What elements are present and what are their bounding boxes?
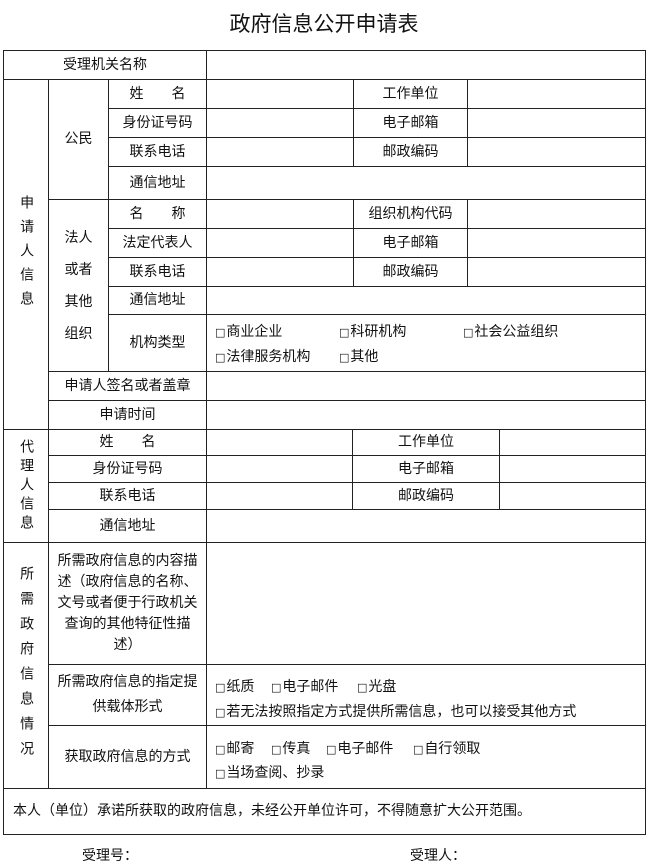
receipt-number-label: 受理号：: [82, 848, 138, 864]
agent-work-unit-input[interactable]: [499, 429, 646, 456]
org-email-label: 电子邮箱: [353, 228, 468, 258]
citizen-email-input[interactable]: [467, 108, 646, 138]
citizen-work-unit-label: 工作单位: [353, 79, 468, 109]
org-type-checkbox-research[interactable]: 科研机构: [339, 321, 406, 341]
org-code-input[interactable]: [467, 199, 646, 229]
carrier-label: 所需政府信息的指定提供载体形式: [48, 664, 207, 726]
agent-postcode-label: 邮政编码: [352, 482, 500, 510]
org-email-input[interactable]: [467, 228, 646, 258]
citizen-phone-label: 联系电话: [108, 137, 207, 167]
agent-id-label: 身份证号码: [48, 455, 207, 483]
form-title: 政府信息公开申请表: [229, 12, 419, 36]
agency-label: 受理机关名称: [3, 50, 207, 80]
desc-label: 所需政府信息的内容描述（政府信息的名称、文号或者便于行政机关查询的其他特征性描述…: [48, 542, 207, 665]
citizen-address-label: 通信地址: [108, 166, 207, 200]
signature-label: 申请人签名或者盖章: [48, 371, 207, 401]
org-type-checkbox-business[interactable]: 商业企业: [215, 321, 282, 341]
citizen-address-input[interactable]: [206, 166, 646, 200]
legal-rep-label: 法定代表人: [108, 228, 207, 258]
desc-input[interactable]: [206, 542, 646, 665]
method-checkbox-fax[interactable]: 传真: [271, 738, 310, 758]
agent-postcode-input[interactable]: [499, 482, 646, 510]
method-checkbox-onsite[interactable]: 当场查阅、抄录: [215, 762, 324, 782]
citizen-id-label: 身份证号码: [108, 108, 207, 138]
method-checkbox-email[interactable]: 电子邮件: [326, 738, 393, 758]
agency-input[interactable]: [206, 50, 646, 80]
citizen-phone-input[interactable]: [206, 137, 354, 167]
citizen-work-unit-input[interactable]: [467, 79, 646, 109]
date-input[interactable]: [206, 400, 646, 430]
applicant-section-label: 申请人信息: [3, 79, 49, 430]
org-type-checkbox-nonprofit[interactable]: 社会公益组织: [463, 321, 558, 341]
org-name-label: 名 称: [108, 199, 207, 229]
signature-input[interactable]: [206, 371, 646, 401]
citizen-postcode-input[interactable]: [467, 137, 646, 167]
citizen-name-input[interactable]: [206, 79, 354, 109]
org-postcode-label: 邮政编码: [353, 257, 468, 287]
org-type-checkbox-legal[interactable]: 法律服务机构: [215, 346, 310, 366]
method-checkbox-pickup[interactable]: 自行领取: [413, 738, 480, 758]
agent-email-label: 电子邮箱: [352, 455, 500, 483]
agent-work-unit-label: 工作单位: [352, 429, 500, 456]
org-code-label: 组织机构代码: [353, 199, 468, 229]
org-phone-label: 联系电话: [108, 257, 207, 287]
handler-label: 受理人：: [410, 848, 466, 864]
carrier-checkbox-email[interactable]: 电子邮件: [271, 676, 338, 696]
agent-name-label: 姓 名: [48, 429, 207, 456]
agent-email-input[interactable]: [499, 455, 646, 483]
citizen-id-input[interactable]: [206, 108, 354, 138]
citizen-postcode-label: 邮政编码: [353, 137, 468, 167]
citizen-name-label: 姓 名: [108, 79, 207, 109]
legal-rep-input[interactable]: [206, 228, 354, 258]
carrier-checkbox-accept-other[interactable]: 若无法按照指定方式提供所需信息，也可以接受其他方式: [215, 701, 576, 721]
agent-section-label: 代理人信息: [3, 429, 49, 543]
org-postcode-input[interactable]: [467, 257, 646, 287]
org-name-input[interactable]: [206, 199, 354, 229]
org-address-input[interactable]: [206, 286, 646, 315]
agent-id-input[interactable]: [206, 455, 353, 483]
method-label: 获取政府信息的方式: [48, 725, 207, 789]
org-type-label: 机构类型: [108, 314, 207, 372]
carrier-checkbox-paper[interactable]: 纸质: [215, 676, 254, 696]
method-checkbox-mail[interactable]: 邮寄: [215, 738, 254, 758]
agent-name-input[interactable]: [206, 429, 353, 456]
org-type-checkbox-other[interactable]: 其他: [339, 346, 378, 366]
date-label: 申请时间: [48, 400, 207, 430]
commitment-text: 本人（单位）承诺所获取的政府信息，未经公开单位许可，不得随意扩大公开范围。: [3, 788, 646, 835]
org-phone-input[interactable]: [206, 257, 354, 287]
agent-address-input[interactable]: [206, 509, 646, 543]
org-group-label: 法人或者其他组织: [48, 199, 109, 372]
carrier-checkbox-disc[interactable]: 光盘: [357, 676, 396, 696]
agent-address-label: 通信地址: [48, 509, 207, 543]
agent-phone-label: 联系电话: [48, 482, 207, 510]
info-section-label: 所需政府信息情况: [3, 542, 49, 789]
org-address-label: 通信地址: [108, 286, 207, 315]
citizen-email-label: 电子邮箱: [353, 108, 468, 138]
agent-phone-input[interactable]: [206, 482, 353, 510]
citizen-group-label: 公民: [48, 79, 109, 200]
